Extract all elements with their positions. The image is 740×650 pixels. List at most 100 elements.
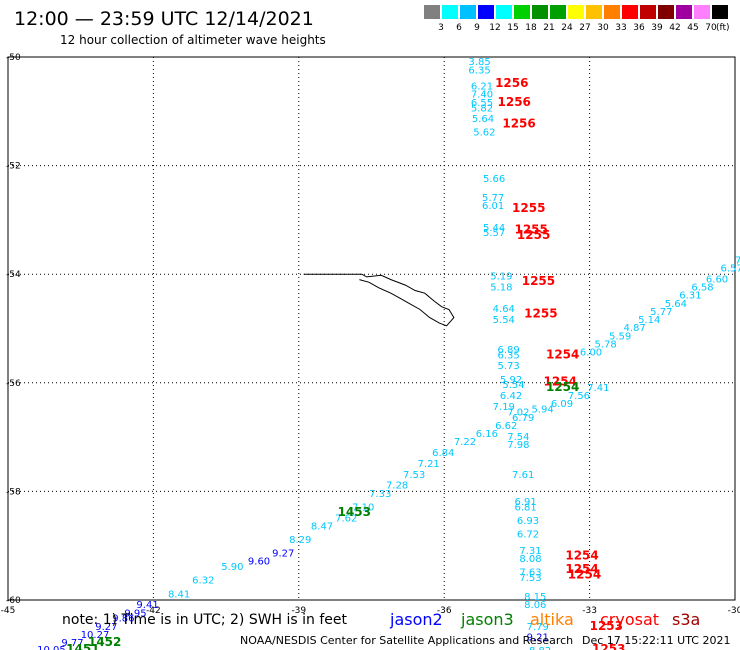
swh-value: 5.64 — [472, 114, 494, 125]
swh-value: 8.41 — [168, 589, 190, 600]
legend-swatch — [622, 5, 638, 19]
swh-value: 5.73 — [498, 361, 520, 372]
swh-value: 7.53 — [519, 573, 541, 584]
pass-time-label: 1253 — [592, 642, 625, 650]
swh-value: 5.18 — [490, 282, 512, 293]
swh-value: 8.08 — [519, 554, 541, 565]
latitude-label: -56 — [6, 379, 21, 389]
legend-label: 24 — [561, 23, 573, 33]
swh-value: 7.21 — [418, 459, 440, 470]
swh-value: 7.40 — [471, 90, 493, 101]
swh-value: 9.86 — [112, 614, 134, 625]
longitude-label: -39 — [291, 606, 306, 616]
latitude-label: -58 — [6, 487, 21, 497]
swh-value: 6.57 — [720, 263, 740, 274]
legend-label: 39 — [651, 23, 663, 33]
legend-swatch — [514, 5, 530, 19]
legend-label: 21 — [543, 23, 555, 33]
legend-swatch — [550, 5, 566, 19]
legend-swatch — [604, 5, 620, 19]
footnote: note: 1) Time is in UTC; 2) SWH is in fe… — [62, 612, 348, 628]
swh-value: 10.27 — [81, 630, 110, 641]
swh-value: 7.10 — [352, 502, 374, 513]
pass-time-label: 1256 — [495, 76, 528, 90]
swh-value: 6.01 — [482, 201, 504, 212]
swh-value: 6.79 — [512, 413, 534, 424]
latitude-label: -60 — [6, 596, 21, 606]
swh-value: 6.81 — [514, 502, 536, 513]
latitude-label: -50 — [6, 53, 21, 63]
swh-value: 6.09 — [551, 399, 573, 410]
legend-label: 42 — [669, 23, 681, 33]
swh-value: 8.29 — [289, 535, 311, 546]
legend-label: 30 — [597, 23, 609, 33]
swh-value: 7.79 — [527, 622, 549, 633]
swh-value: 4.87 — [624, 323, 646, 334]
swh-value: 5.94 — [531, 405, 553, 416]
legend-swatch — [658, 5, 674, 19]
swh-value: 7.22 — [454, 437, 476, 448]
pass-time-label: 1254 — [565, 548, 598, 562]
legend-label: 45 — [687, 23, 699, 33]
swh-value: 6.89 — [498, 345, 520, 356]
satellite-s3a: s3a — [672, 610, 701, 629]
swh-value: 3.85 — [468, 57, 490, 68]
latitude-label: -52 — [6, 162, 21, 172]
chart-title: 12:00 — 23:59 UTC 12/14/2021 — [14, 8, 314, 30]
legend-label: 12 — [489, 23, 501, 33]
satellite-jason2: jason2 — [390, 610, 443, 629]
longitude-label: -42 — [146, 606, 161, 616]
chart-subtitle: 12 hour collection of altimeter wave hei… — [60, 33, 326, 47]
swh-value: 6.58 — [691, 282, 713, 293]
swh-value: 6.93 — [517, 516, 539, 527]
swh-value: 5.90 — [221, 562, 243, 573]
swh-value: 4.64 — [493, 304, 515, 315]
legend-swatch — [712, 5, 728, 19]
swh-value: 5.92 — [500, 375, 522, 386]
swh-value: 6.62 — [495, 421, 517, 432]
pass-time-label: 1452 — [88, 635, 121, 649]
legend-label: 18 — [525, 23, 537, 33]
legend-swatch — [442, 5, 458, 19]
legend-label: 15 — [507, 23, 519, 33]
swh-value: 9.27 — [95, 622, 117, 633]
pass-time-label: 1256 — [498, 95, 531, 109]
swh-value: 5.14 — [638, 315, 660, 326]
pass-time-label: 1254 — [565, 562, 598, 576]
swh-value: 5.54 — [493, 315, 515, 326]
pass-time-label: 1254 — [546, 380, 579, 394]
credit-line: NOAA/NESDIS Center for Satellite Applica… — [240, 634, 574, 647]
pass-time-label: 1255 — [514, 222, 547, 236]
pass-time-label: 1255 — [517, 228, 550, 242]
swh-value: 10.05 — [37, 645, 66, 650]
swh-value: 7.62 — [335, 513, 357, 524]
longitude-label: -30 — [728, 606, 740, 616]
swh-value: 6.16 — [476, 429, 498, 440]
swh-value: 9.27 — [272, 549, 294, 560]
swh-value: 6.35 — [468, 65, 490, 76]
legend-swatch — [586, 5, 602, 19]
legend-swatch — [568, 5, 584, 19]
pass-time-label: 1255 — [522, 274, 555, 288]
pass-time-label: 1255 — [512, 201, 545, 215]
legend-swatch — [478, 5, 494, 19]
longitude-label: -33 — [582, 606, 597, 616]
swh-value: 5.82 — [471, 103, 493, 114]
legend-swatch — [460, 5, 476, 19]
legend-swatch — [424, 5, 440, 19]
swh-value: 7.56 — [568, 391, 590, 402]
swh-value: 6.91 — [514, 497, 536, 508]
swh-value: 7.41 — [587, 383, 609, 394]
pass-time-label: 1254 — [546, 347, 579, 361]
swh-value: 9.95 — [124, 608, 146, 619]
legend-label: 3 — [438, 23, 444, 33]
swh-value: 6.72 — [517, 530, 539, 541]
legend-label: 36 — [633, 23, 645, 33]
legend-swatch — [694, 5, 710, 19]
pass-time-label: 1451 — [66, 642, 99, 650]
swh-value: 9.41 — [136, 600, 158, 611]
map-frame — [7, 56, 736, 601]
swh-value: 6.00 — [580, 348, 602, 359]
south-georgia-coastline — [347, 273, 455, 327]
